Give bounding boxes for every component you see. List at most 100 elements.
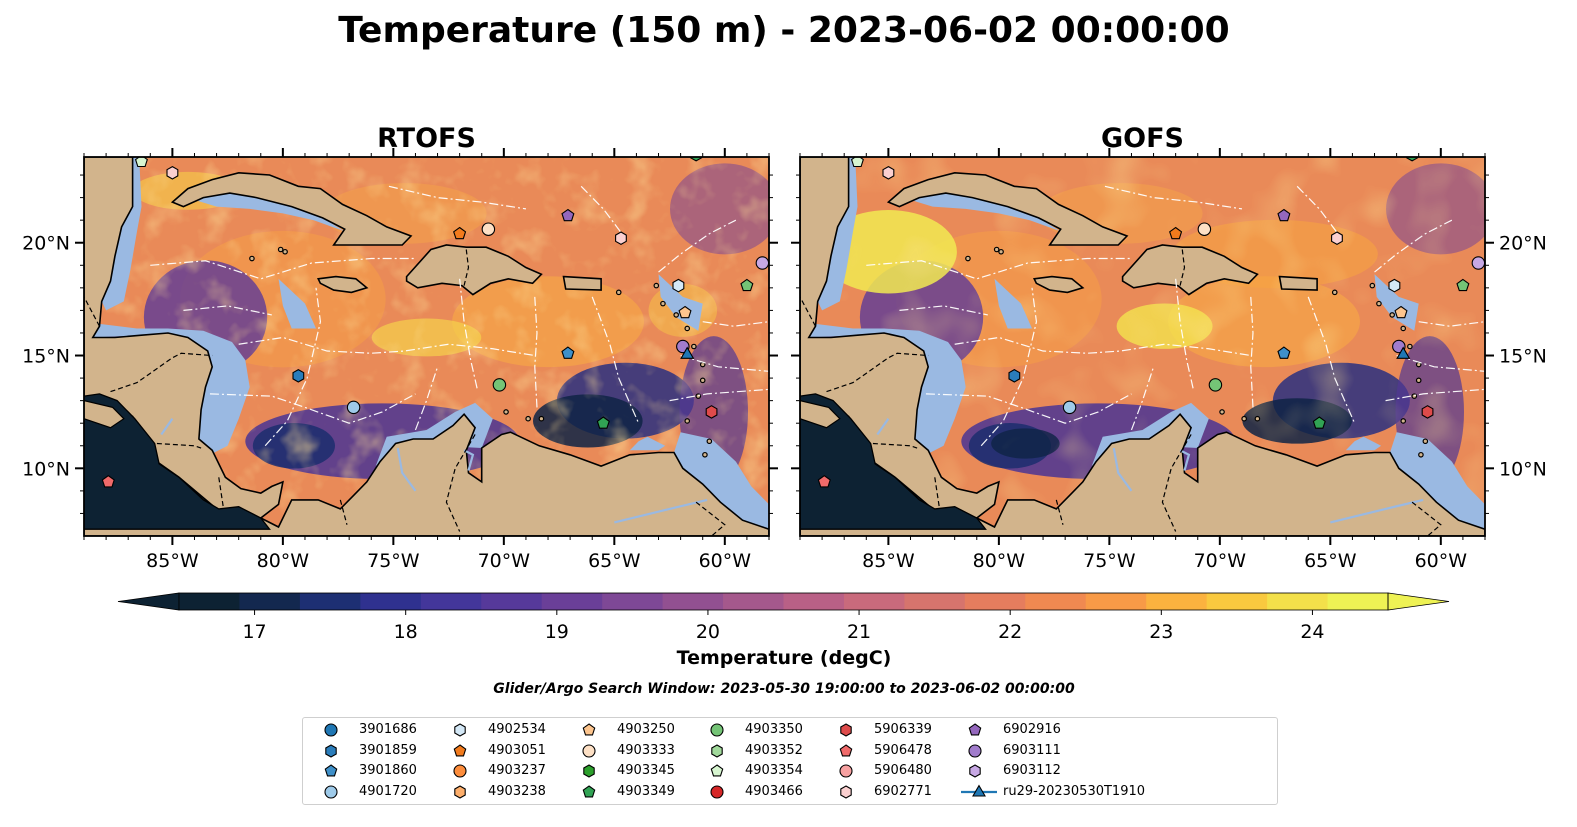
legend-label: 4903333	[617, 742, 675, 758]
colorbar-tick-label: 19	[545, 621, 569, 643]
temperature-field	[800, 157, 1485, 536]
float-marker	[1394, 305, 1408, 319]
colorbar-segment	[964, 593, 1026, 610]
colorbar-tick-label: 20	[696, 621, 720, 643]
float-marker	[453, 226, 467, 240]
hexagon-marker-icon	[711, 743, 723, 758]
legend-label: 4903238	[488, 783, 546, 799]
lat-tick-label: 15°N	[22, 346, 70, 368]
float-marker	[817, 475, 831, 488]
colorbar-tick-label: 24	[1300, 621, 1324, 643]
lat-tick-label: 20°N	[1499, 233, 1547, 255]
float-marker	[1169, 226, 1183, 240]
colorbar-segment	[662, 593, 724, 610]
colorbar-segment	[1025, 593, 1087, 610]
float-marker	[101, 475, 115, 488]
legend-label: 5906480	[874, 763, 932, 778]
lat-tick-label: 10°N	[22, 458, 70, 480]
lon-tick-label: 60°W	[1415, 550, 1468, 572]
float-marker	[882, 165, 895, 180]
float-marker	[672, 278, 685, 293]
float-marker	[1208, 378, 1223, 392]
legend: 3901686 3901859 3901860 4901720 4902534 49030…	[302, 717, 1278, 805]
legend-label: 4903354	[745, 763, 803, 778]
colorbar-tick-label: 18	[394, 621, 418, 643]
lon-tick-label: 65°W	[1304, 550, 1357, 572]
colorbar-segment	[481, 593, 543, 610]
colorbar-min-arrow	[117, 592, 180, 611]
float-marker	[1008, 368, 1021, 383]
float-marker	[740, 278, 754, 292]
float-marker	[705, 405, 718, 419]
colorbar-segment	[239, 593, 301, 610]
legend-label: 6902916	[1003, 722, 1061, 737]
colorbar-tick-label: 17	[242, 621, 266, 643]
legend-label: 5906478	[874, 742, 932, 758]
lat-tick-label: 20°N	[22, 233, 70, 255]
circle-marker-icon	[710, 784, 724, 799]
lon-tick-label: 85°W	[862, 550, 915, 572]
colorbar-label: Temperature (degC)	[677, 647, 892, 669]
colorbar-segment	[360, 593, 422, 610]
legend-label: 6903111	[1003, 742, 1061, 758]
pentagon-marker-icon	[453, 743, 467, 756]
pentagon-marker-icon	[582, 784, 596, 797]
colorbar-segment	[1146, 593, 1208, 610]
float-marker	[561, 346, 575, 359]
colorbar-segment	[1206, 593, 1268, 610]
hexagon-marker-icon	[583, 764, 595, 778]
colorbar-segment	[420, 593, 482, 610]
float-marker	[1312, 416, 1326, 429]
float-marker	[134, 157, 148, 168]
legend-label: 3901860	[359, 763, 417, 778]
float-marker	[481, 222, 496, 236]
lon-tick-label: 65°W	[588, 550, 641, 572]
circle-marker-icon	[968, 743, 982, 758]
float-marker	[596, 416, 610, 429]
float-marker	[346, 400, 361, 415]
colorbar-segment	[904, 593, 966, 610]
float-marker	[292, 368, 305, 383]
float-marker	[1331, 231, 1343, 246]
float-marker	[1471, 256, 1485, 270]
colorbar-max-arrow	[1387, 592, 1450, 611]
legend-label: 4903237	[488, 763, 546, 778]
colorbar-segment	[1327, 593, 1389, 610]
panel-title-rtofs: RTOFS	[377, 123, 476, 154]
float-marker	[755, 256, 769, 270]
colorbar-segment	[843, 593, 905, 610]
pentagon-marker-icon	[968, 723, 982, 736]
colorbar-segment	[541, 593, 603, 610]
map-panel-rtofs: RTOFS 85°W 80°W 75°W 70°W 65°W 60°W 20°N 15°N 10°…	[22, 123, 778, 572]
circle-marker-icon	[453, 764, 467, 778]
legend-label: 4901720	[359, 783, 417, 799]
lat-tick-label: 15°N	[1499, 346, 1547, 368]
float-marker	[1456, 278, 1470, 292]
search-window-caption: Glider/Argo Search Window: 2023-05-30 19…	[493, 681, 1075, 697]
float-marker	[1197, 222, 1212, 236]
float-marker	[1406, 157, 1419, 162]
float-marker	[1277, 346, 1291, 359]
lon-tick-label: 80°W	[973, 550, 1026, 572]
lon-tick-label: 85°W	[146, 550, 199, 572]
figure-title: Temperature (150 m) - 2023-06-02 00:00:0…	[338, 10, 1229, 51]
colorbar-segment	[783, 593, 845, 610]
hexagon-marker-icon	[454, 784, 466, 799]
panel-title-gofs: GOFS	[1101, 123, 1184, 154]
hexagon-marker-icon	[840, 784, 852, 799]
colorbar-segment	[299, 593, 361, 610]
float-marker	[678, 305, 692, 319]
colorbar-tick-label: 23	[1149, 621, 1173, 643]
hexagon-marker-icon	[454, 723, 466, 737]
float-marker	[1062, 400, 1077, 415]
legend-label: 4903250	[617, 722, 675, 737]
colorbar: 17 18 19 20 21 22 23 24	[117, 592, 1450, 643]
colorbar-segment	[179, 593, 240, 610]
lon-tick-label: 70°W	[478, 550, 531, 572]
pentagon-marker-icon	[710, 764, 724, 777]
pentagon-marker-icon	[582, 723, 596, 736]
colorbar-tick-label: 21	[847, 621, 871, 643]
lon-tick-label: 80°W	[257, 550, 310, 572]
legend-label: 4903350	[745, 722, 803, 737]
